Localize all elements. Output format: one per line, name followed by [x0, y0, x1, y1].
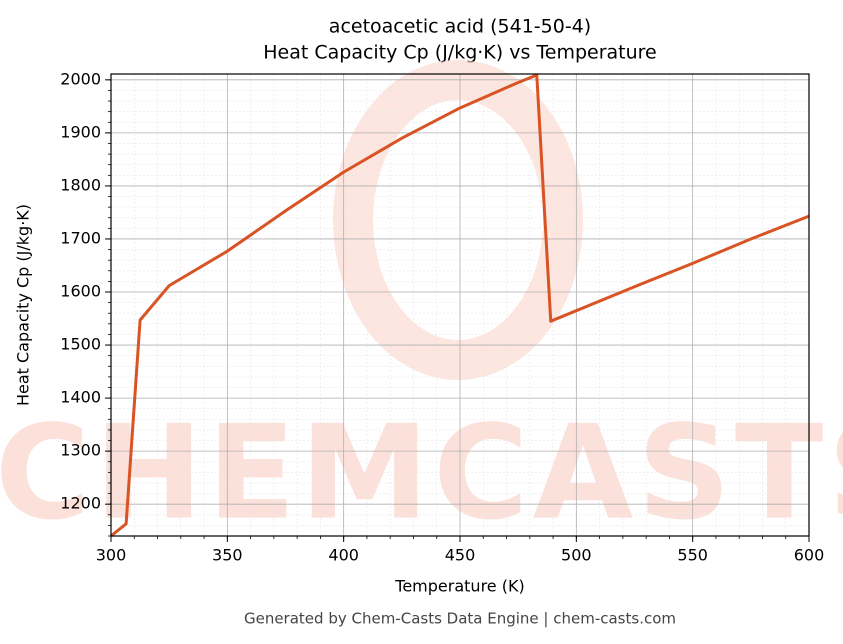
chart-subtitle: Heat Capacity Cp (J/kg·K) vs Temperature — [263, 42, 657, 64]
y-tick-label: 1600 — [60, 282, 101, 301]
data-line — [110, 73, 810, 538]
x-tick-label: 400 — [328, 546, 359, 565]
x-tick-label: 550 — [677, 546, 708, 565]
y-tick-label: 1300 — [60, 441, 101, 460]
plot-frame — [110, 73, 810, 537]
x-tick-label: 450 — [445, 546, 476, 565]
y-tick-label: 1200 — [60, 494, 101, 513]
footer: Generated by Chem-Casts Data Engine | ch… — [244, 610, 676, 628]
x-tick-label: 600 — [794, 546, 825, 565]
y-tick-label: 2000 — [60, 69, 101, 88]
x-tick-label: 300 — [96, 546, 127, 565]
y-tick-label: 1900 — [60, 122, 101, 141]
y-tick-label: 1500 — [60, 335, 101, 354]
y-tick-label: 1400 — [60, 388, 101, 407]
chart-title: acetoacetic acid (541-50-4) — [329, 16, 591, 38]
x-axis-label: Temperature (K) — [394, 577, 524, 596]
x-tick-label: 500 — [561, 546, 592, 565]
x-tick-label: 350 — [212, 546, 243, 565]
y-tick-label: 1700 — [60, 228, 101, 247]
y-axis-label: Heat Capacity Cp (J/kg·K) — [14, 204, 33, 406]
y-tick-label: 1800 — [60, 175, 101, 194]
